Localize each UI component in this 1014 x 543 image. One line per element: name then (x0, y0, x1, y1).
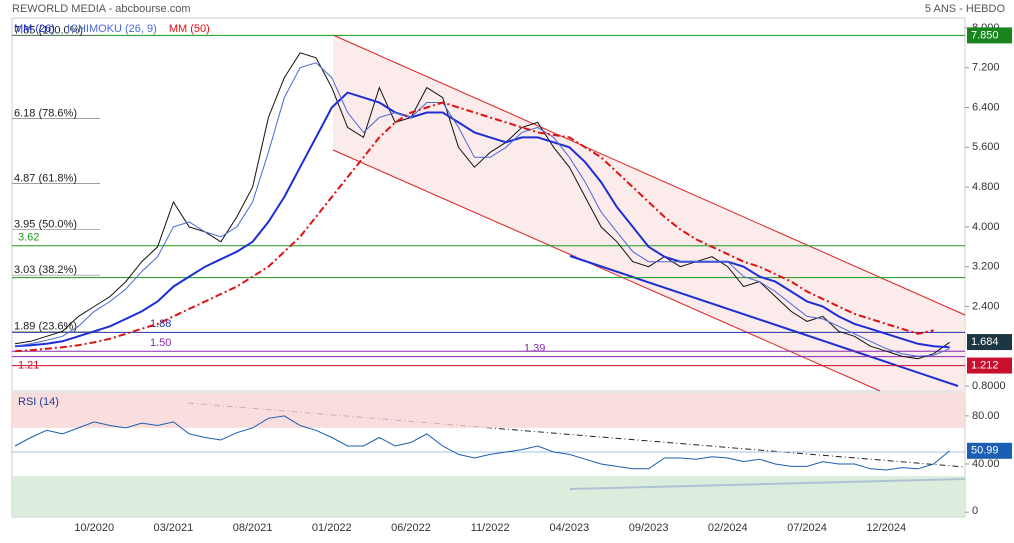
x-tick-label: 11/2022 (471, 522, 510, 534)
legend-entry: MM (26) (14, 23, 55, 35)
fib-label: 6.18 (78.6%) (14, 107, 77, 119)
level-label: 1.39 (524, 343, 545, 355)
legend-entry: ICHIMOKU (26, 9) (67, 23, 157, 35)
y-tick-label: 4.800 (972, 181, 1000, 193)
price-tag (967, 442, 1012, 459)
y-tick-label: 0.8000 (972, 380, 1006, 392)
level-label: 1.88 (150, 318, 171, 330)
rsi-line (14, 415, 950, 471)
fib-label: 3.95 (50.0%) (14, 218, 77, 230)
x-tick-label: 10/2020 (74, 522, 114, 534)
y-tick-label: 40.00 (972, 458, 1000, 470)
x-tick-label: 06/2022 (391, 522, 431, 534)
y-tick-label: 5.600 (972, 141, 1000, 153)
x-tick-label: 08/2021 (233, 522, 273, 534)
ma-line (14, 101, 934, 353)
price-tag-label: 50.99 (971, 445, 999, 457)
price-tag-label: 1.684 (971, 336, 999, 348)
x-tick-label: 09/2023 (629, 522, 669, 534)
rsi-title: RSI (14) (18, 396, 59, 408)
level-label: 1.50 (150, 337, 171, 349)
header-title: REWORLD MEDIA - abcbourse.com (12, 3, 191, 15)
y-tick-label: 2.400 (972, 300, 1000, 312)
header-period: 5 ANS - HEBDO (925, 3, 1006, 15)
y-tick-label: 6.400 (972, 101, 1000, 113)
overbought-zone (12, 393, 965, 428)
channel-upper (332, 34, 966, 316)
y-tick-label: 0 (972, 505, 978, 517)
price-line (14, 52, 950, 360)
x-tick-label: 01/2022 (312, 522, 352, 534)
x-tick-label: 03/2021 (154, 522, 194, 534)
legend-entry: MM (50) (169, 23, 210, 35)
ma-line (14, 91, 950, 349)
x-tick-label: 07/2024 (787, 522, 827, 534)
y-tick-label: 4.000 (972, 221, 1000, 233)
y-tick-label: 80.00 (972, 410, 1000, 422)
x-tick-label: 04/2023 (550, 522, 590, 534)
price-tag-label: 1.212 (971, 359, 999, 371)
x-tick-label: 02/2024 (708, 522, 748, 534)
fib-label: 4.87 (61.8%) (14, 173, 77, 185)
level-label: 1.21 (18, 360, 39, 372)
fib-label: 3.03 (38.2%) (14, 264, 77, 276)
y-tick-label: 3.200 (972, 261, 1000, 273)
price-tag-label: 7.850 (971, 29, 999, 41)
fib-label: 1.89 (23.6%) (14, 321, 77, 333)
price-tag (967, 334, 1012, 351)
oversold-zone (12, 476, 965, 517)
ma-line (14, 62, 950, 357)
level-label: 3.62 (18, 232, 39, 244)
price-tag (967, 27, 1012, 44)
y-tick-label: 7.200 (972, 62, 1000, 74)
x-tick-label: 12/2024 (866, 522, 906, 534)
fib-label: 7.85 (100.0%) (14, 24, 83, 36)
price-tag (967, 357, 1012, 374)
price-panel (11, 17, 966, 392)
